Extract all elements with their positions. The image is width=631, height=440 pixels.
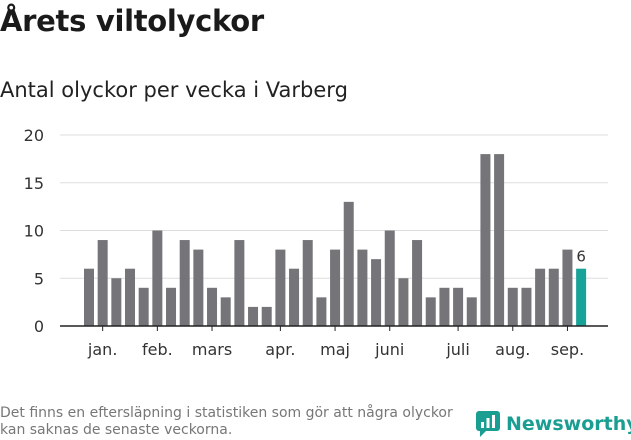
bar — [494, 154, 505, 326]
bar — [220, 297, 231, 326]
bar — [179, 240, 190, 326]
bar — [125, 268, 136, 326]
x-tick-label: jan. — [87, 340, 117, 359]
bar — [193, 249, 204, 326]
bars — [84, 154, 587, 326]
y-axis-labels: 0 5 10 15 20 — [24, 126, 44, 336]
bar — [371, 259, 382, 326]
y-tick-label: 15 — [24, 174, 44, 193]
bar — [343, 201, 354, 326]
bar — [425, 297, 436, 326]
x-tick-label: juli — [445, 340, 469, 359]
y-tick-label: 10 — [24, 222, 44, 241]
bar — [521, 287, 532, 326]
bar — [207, 287, 218, 326]
bar — [261, 306, 272, 326]
bar — [439, 287, 450, 326]
brand-name: Newsworthy — [506, 413, 631, 435]
bar-chart: 0 5 10 15 20 jan. feb. mars apr. maj juni juli aug.… — [24, 126, 608, 359]
x-tick-label: feb. — [142, 340, 173, 359]
bar — [384, 230, 395, 326]
bar — [535, 268, 546, 326]
bar — [84, 268, 94, 326]
y-tick-label: 5 — [34, 269, 44, 288]
bar — [111, 278, 122, 326]
newsworthy-logo-icon — [476, 411, 500, 437]
bar — [302, 240, 313, 326]
bar — [248, 306, 259, 326]
bar — [357, 249, 368, 326]
bar — [275, 249, 286, 326]
y-tick-label: 20 — [24, 126, 44, 145]
x-tick-label: sep. — [551, 340, 584, 359]
bar — [152, 230, 163, 326]
footnote: Det finns en eftersläpning i statistiken… — [0, 405, 453, 438]
x-tick-label: apr. — [265, 340, 295, 359]
data-labels: 6 — [576, 248, 586, 266]
bar-highlight — [576, 268, 587, 326]
x-tick-label: juni — [374, 340, 404, 359]
bar — [480, 154, 491, 326]
bar — [466, 297, 477, 326]
bar — [412, 240, 423, 326]
bar — [562, 249, 573, 326]
y-tick-label: 0 — [34, 317, 44, 336]
x-tick-label: aug. — [495, 340, 530, 359]
bar — [398, 278, 409, 326]
chart-subtitle: Antal olyckor per vecka i Varberg — [0, 78, 348, 102]
bar — [97, 240, 108, 326]
bar — [548, 268, 559, 326]
bar — [234, 240, 245, 326]
brand-logo: Newsworthy — [476, 408, 631, 440]
bar — [138, 287, 149, 326]
bar — [289, 268, 300, 326]
bar — [166, 287, 177, 326]
x-axis: jan. feb. mars apr. maj juni juli aug. sep. — [60, 325, 608, 359]
bar — [330, 249, 341, 326]
page-title: Årets viltolyckor — [0, 4, 264, 38]
bar — [316, 297, 327, 326]
bar — [453, 287, 464, 326]
bar — [507, 287, 518, 326]
data-label: 6 — [576, 248, 586, 266]
x-tick-label: mars — [192, 340, 232, 359]
x-tick-label: maj — [320, 340, 350, 359]
